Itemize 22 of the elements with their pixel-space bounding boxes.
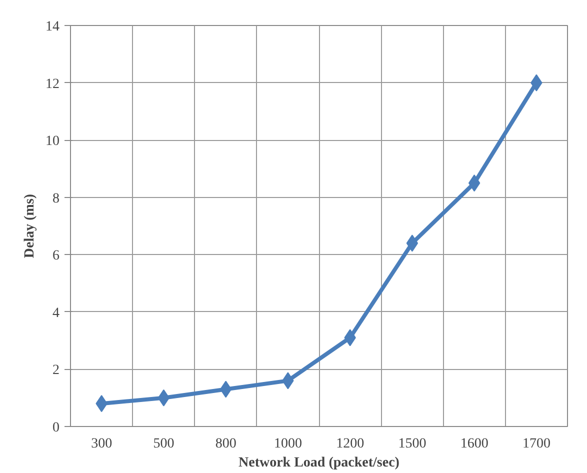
x-tick-label: 1200 <box>336 436 364 452</box>
y-tick-label: 4 <box>52 306 60 321</box>
y-axis-title: Delay (ms) <box>22 194 38 258</box>
y-tick-label: 2 <box>52 363 60 378</box>
x-tick-label: 800 <box>215 436 236 452</box>
y-tick-label: 0 <box>52 420 60 436</box>
x-tick-label: 1500 <box>398 436 426 452</box>
x-axis-title: Network Load (packet/sec) <box>238 456 400 470</box>
x-tick-label: 1600 <box>460 436 488 452</box>
y-tick-label: 10 <box>46 134 60 150</box>
x-tick-label: 1700 <box>522 436 550 452</box>
y-tick-label: 14 <box>46 20 60 34</box>
point <box>406 234 418 252</box>
point <box>158 389 170 406</box>
point <box>220 380 232 398</box>
x-tick-label: 500 <box>153 436 174 452</box>
y-tick-label: 6 <box>52 248 60 264</box>
x-tick-label: 1000 <box>274 436 302 452</box>
y-tick-label: 8 <box>52 191 60 206</box>
y-tick-label: 12 <box>46 76 60 92</box>
point <box>468 174 480 192</box>
x-tick-label: 300 <box>91 436 112 452</box>
